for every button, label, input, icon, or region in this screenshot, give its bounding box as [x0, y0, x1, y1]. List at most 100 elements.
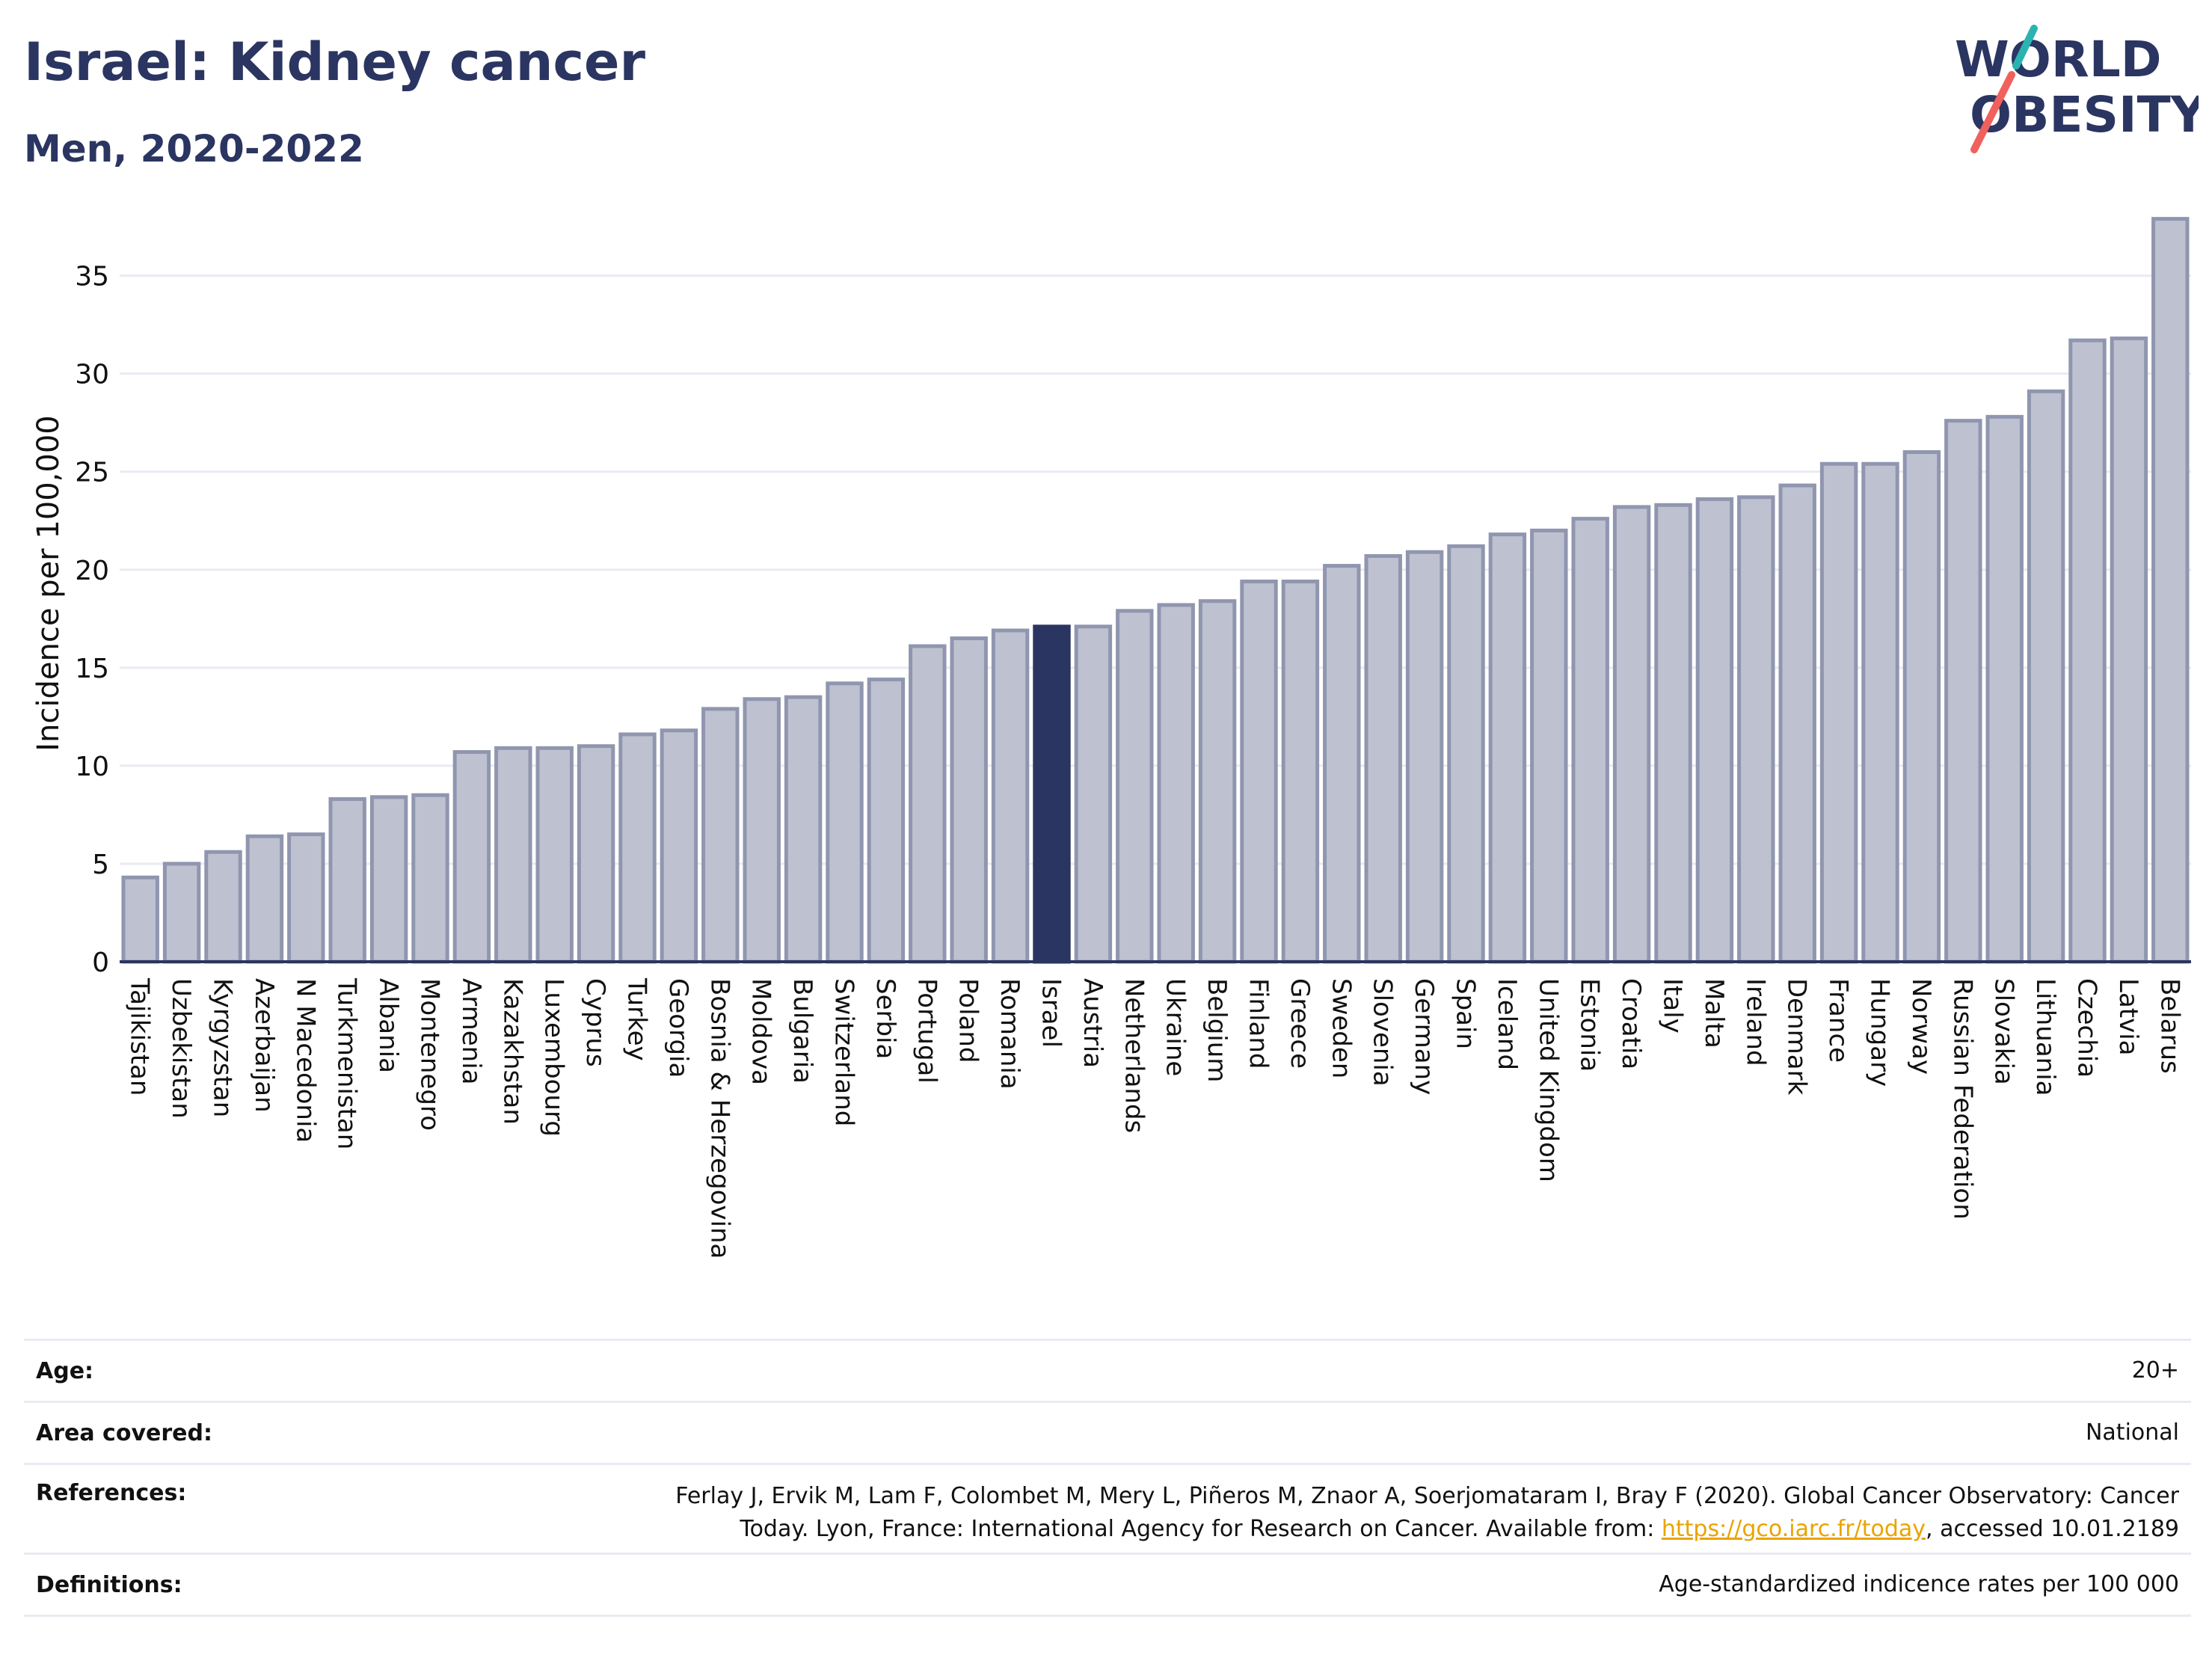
bar-spain — [1447, 544, 1485, 964]
chart-subtitle: Men, 2020-2022 — [24, 127, 364, 171]
bar-italy — [1654, 503, 1692, 964]
x-tick-label: Bosnia & Herzegovina — [704, 978, 734, 1259]
bar-france — [1819, 461, 1858, 964]
bar-romania — [991, 628, 1030, 964]
bar-turkey — [618, 732, 657, 964]
bar-hungary — [1861, 461, 1899, 964]
x-tick-label: Finland — [1244, 978, 1274, 1069]
x-tick-label: Belgium — [1202, 978, 1232, 1082]
bar-cyprus — [577, 744, 615, 964]
definitions-value: Age-standardized indicence rates per 100… — [1659, 1571, 2179, 1597]
references-value: Ferlay J, Ervik M, Lam F, Colombet M, Me… — [675, 1480, 2191, 1546]
x-tick-label: Austria — [1078, 978, 1107, 1068]
y-tick-label: 30 — [75, 360, 109, 390]
x-tick-label: Greece — [1285, 978, 1315, 1069]
y-tick-label: 10 — [75, 752, 109, 782]
x-tick-label: France — [1823, 978, 1853, 1063]
x-tick-label: Ireland — [1740, 978, 1770, 1066]
x-tick-label: Tajikistan — [125, 977, 155, 1096]
bar-poland — [950, 636, 988, 964]
x-tick-label: Iceland — [1492, 978, 1522, 1070]
bar-israel — [1033, 624, 1071, 964]
x-tick-label: Norway — [1906, 978, 1936, 1075]
bar-uzbekistan — [162, 862, 201, 964]
x-tick-label: Portugal — [912, 978, 941, 1084]
x-tick-label: Czechia — [2072, 978, 2102, 1078]
bar-belgium — [1198, 599, 1237, 964]
bar-malta — [1695, 497, 1734, 964]
bar-montenegro — [411, 793, 449, 964]
bars — [121, 217, 2190, 964]
bar-portugal — [909, 644, 947, 964]
bar-chart: 0 5 10 15 20 25 30 35 Tajikistan Uzbekistan Kyrgy… — [31, 217, 2191, 1259]
x-tick-label: Azerbaijan — [249, 978, 279, 1113]
references-text-1: Ferlay J, Ervik M, Lam F, Colombet M, Me… — [675, 1483, 2179, 1509]
bar-kazakhstan — [494, 746, 532, 964]
chart-title: Israel: Kidney cancer — [24, 31, 646, 93]
world-obesity-logo: WORLD OBESITY — [1955, 25, 2199, 153]
logo-word-world: WORLD — [1955, 31, 2162, 88]
bar-ukraine — [1157, 603, 1195, 964]
x-tick-label: Russian Federation — [1947, 978, 1977, 1220]
bar-czechia — [2068, 338, 2107, 964]
x-tick-label: Estonia — [1575, 978, 1605, 1072]
x-tick-label: Germany — [1409, 978, 1439, 1095]
x-tick-label: Turkey — [622, 977, 652, 1061]
bar-bulgaria — [784, 695, 823, 964]
bar-germany — [1405, 550, 1444, 964]
bar-slovakia — [1985, 414, 2024, 964]
bar-slovenia — [1364, 553, 1402, 964]
bar-netherlands — [1116, 609, 1154, 964]
x-tick-label: Slovenia — [1368, 978, 1398, 1087]
x-tick-label: Lithuania — [2030, 978, 2060, 1096]
y-axis-label: Incidence per 100,000 — [31, 415, 66, 752]
info-row-age: Age: 20+ — [24, 1339, 2191, 1401]
references-text-2: Today. Lyon, France: International Agenc… — [740, 1516, 1662, 1542]
x-tick-label: Serbia — [870, 978, 900, 1059]
x-tick-label: Luxembourg — [539, 978, 569, 1137]
bar-turkmenistan — [328, 796, 366, 964]
info-row-definitions: Definitions: Age-standardized indicence … — [24, 1553, 2191, 1617]
x-tick-label: Belarus — [2154, 978, 2184, 1074]
bar-n-macedonia — [287, 832, 325, 964]
y-tick-label: 25 — [75, 458, 109, 488]
x-tick-label: Italy — [1658, 978, 1688, 1034]
x-tick-label: Kyrgyzstan — [208, 978, 238, 1117]
age-label: Age: — [36, 1357, 94, 1384]
x-tick-label: Ukraine — [1161, 978, 1191, 1076]
x-tick-label: Cyprus — [580, 978, 610, 1067]
bar-greece — [1281, 580, 1320, 964]
bar-iceland — [1488, 532, 1527, 964]
age-value: 20+ — [2131, 1357, 2179, 1384]
x-tick-label: Israel — [1036, 978, 1066, 1048]
y-tick-label: 20 — [75, 556, 109, 586]
bar-croatia — [1612, 505, 1651, 964]
bar-georgia — [660, 728, 698, 964]
bar-kyrgyzstan — [204, 850, 242, 964]
bar-denmark — [1778, 483, 1816, 964]
info-table: Age: 20+ Area covered: National Referenc… — [24, 1339, 2191, 1617]
y-tick-labels: 0 5 10 15 20 25 30 35 — [75, 262, 109, 978]
bar-austria — [1074, 624, 1113, 964]
x-tick-labels: Tajikistan Uzbekistan Kyrgyzstan Azerbaijan… — [125, 977, 2185, 1259]
x-tick-label: Croatia — [1616, 978, 1646, 1069]
x-tick-label: Latvia — [2113, 978, 2143, 1056]
x-tick-label: Turkmenistan — [332, 977, 362, 1149]
bar-switzerland — [826, 681, 864, 964]
bar-sweden — [1323, 564, 1361, 964]
references-text-3: , accessed 10.01.2189 — [1926, 1516, 2179, 1542]
bar-latvia — [2110, 337, 2148, 964]
x-tick-label: Armenia — [456, 978, 486, 1085]
bar-norway — [1902, 450, 1941, 964]
bar-belarus — [2151, 217, 2190, 964]
x-tick-label: N Macedonia — [290, 978, 320, 1143]
bar-ireland — [1737, 495, 1775, 964]
references-link[interactable]: https://gco.iarc.fr/today — [1661, 1516, 1926, 1542]
bar-azerbaijan — [245, 834, 284, 964]
x-tick-label: Switzerland — [829, 978, 859, 1126]
bar-finland — [1240, 580, 1278, 964]
x-tick-label: Montenegro — [415, 978, 445, 1131]
info-row-references: References: Ferlay J, Ervik M, Lam F, Co… — [24, 1463, 2191, 1553]
info-row-area: Area covered: National — [24, 1401, 2191, 1463]
x-tick-label: United Kingdom — [1533, 978, 1563, 1182]
